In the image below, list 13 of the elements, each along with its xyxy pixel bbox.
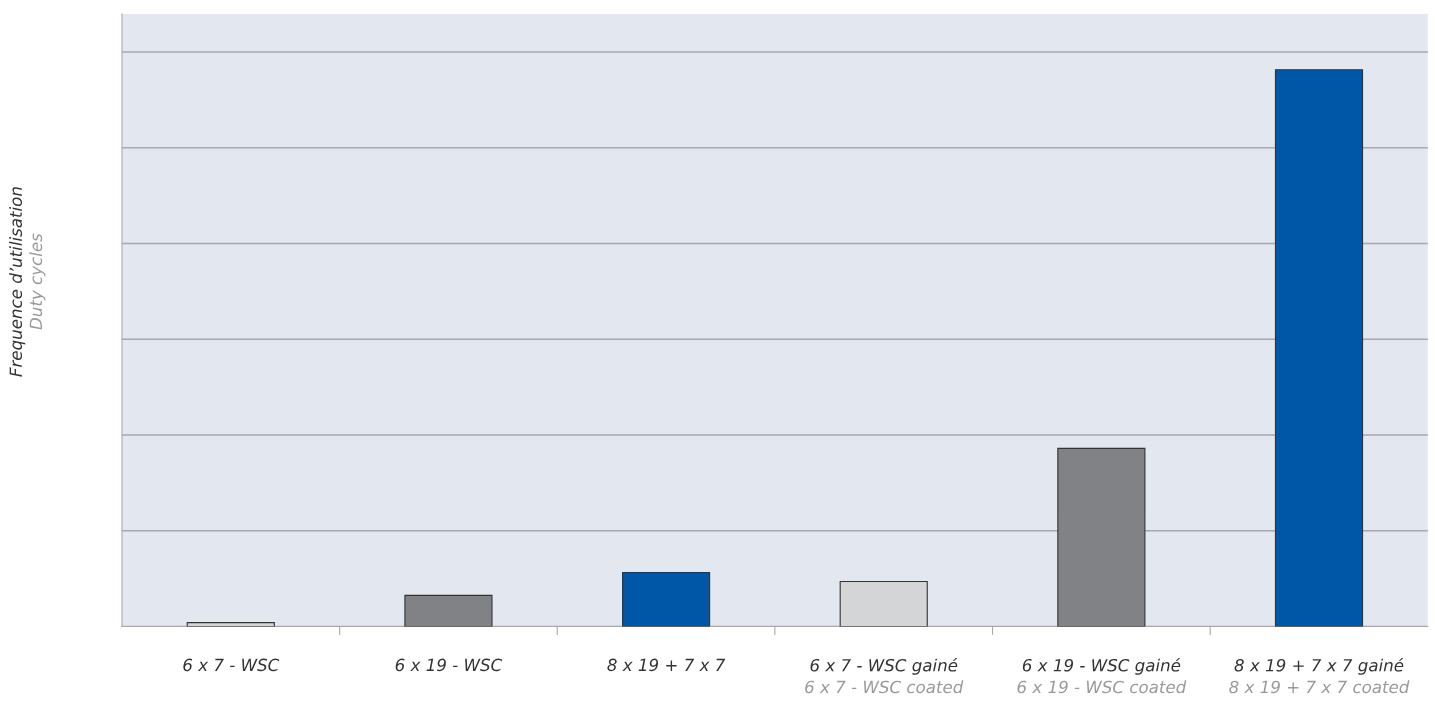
x-tick-label: 8 x 19 + 7 x 7 [607, 658, 726, 672]
x-tick-label: 6 x 19 - WSC [395, 658, 503, 672]
bar [186, 622, 275, 627]
x-tick-label: 6 x 7 - WSC gainé 6 x 7 - WSC coated [805, 657, 964, 694]
bar [839, 580, 928, 627]
x-tick-label: 6 x 19 - WSC gainé 6 x 19 - WSC coated [1017, 657, 1187, 694]
x-tick-label: 6 x 7 - WSC [183, 658, 280, 672]
bar [621, 571, 711, 627]
bar [1057, 447, 1146, 627]
x-tick-label: 8 x 19 + 7 x 7 gainé 8 x 19 + 7 x 7 coated [1229, 657, 1410, 694]
bar [404, 594, 493, 627]
bar [1274, 69, 1364, 627]
y-axis-title: Frequence d’utilisation Duty cycles [9, 187, 46, 377]
